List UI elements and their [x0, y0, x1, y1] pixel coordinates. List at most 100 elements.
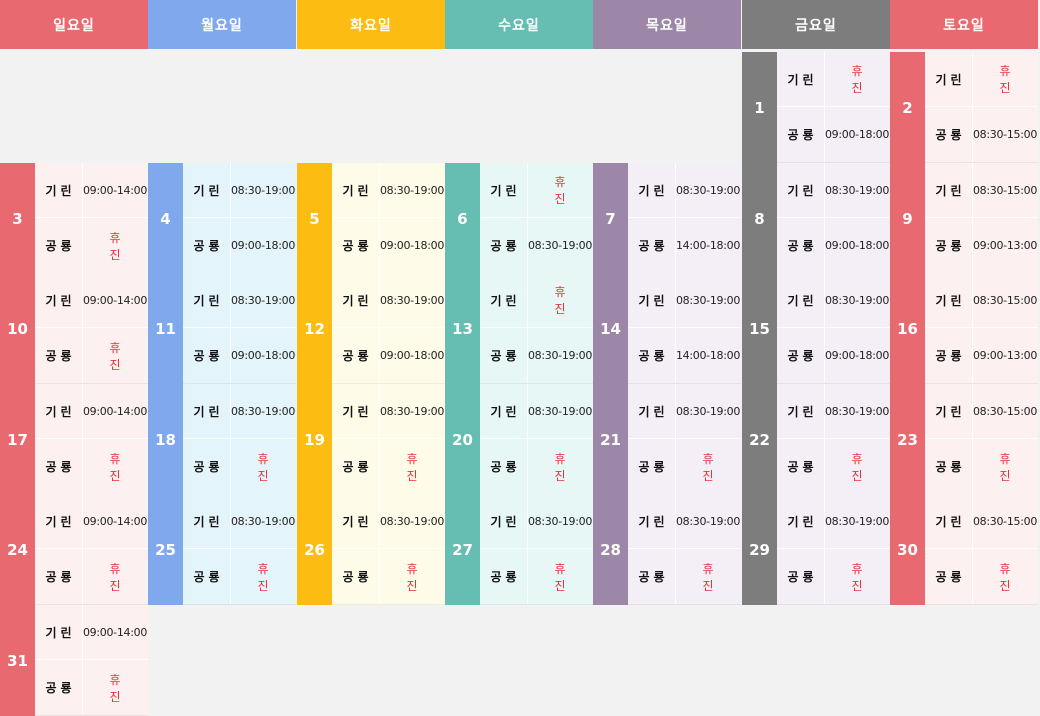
schedule-row: 공룡 09:00-18:00 [183, 328, 296, 383]
day-cell[interactable]: 9 기린 08:30-15:00 공룡 09:00-13:00 [890, 163, 1038, 274]
schedule-box: 기린 08:30-19:00 공룡 휴진 [183, 384, 296, 495]
opening-hours: 08:30-15:00 [972, 293, 1038, 307]
schedule-box: 기린 08:30-15:00 공룡 휴진 [925, 384, 1038, 495]
day-cell[interactable]: 11 기린 08:30-19:00 공룡 09:00-18:00 [148, 273, 296, 384]
schedule-row: 기린 휴진 [777, 52, 890, 107]
day-cell[interactable]: 31 기린 09:00-14:00 공룡 휴진 [0, 605, 148, 716]
schedule-row: 기린 08:30-15:00 [925, 494, 1038, 549]
day-cell[interactable]: 18 기린 08:30-19:00 공룡 휴진 [148, 384, 296, 495]
schedule-row: 공룡 09:00-18:00 [332, 218, 445, 273]
closed-label: 휴진 [851, 451, 883, 483]
day-cell[interactable]: 1 기린 휴진 공룡 09:00-18:00 [742, 52, 890, 163]
day-cell[interactable]: 6 기린 휴진 공룡 08:30-19:00 [445, 163, 593, 274]
store-name: 기린 [342, 293, 373, 308]
column-divider [230, 163, 231, 273]
day-cell[interactable]: 30 기린 08:30-15:00 공룡 휴진 [890, 494, 1038, 605]
schedule-box: 기린 휴진 공룡 08:30-15:00 [925, 52, 1038, 163]
day-cell[interactable]: 19 기린 08:30-19:00 공룡 휴진 [297, 384, 445, 495]
opening-hours: 08:30-19:00 [527, 349, 593, 362]
store-name: 공룡 [193, 349, 224, 363]
day-cell[interactable]: 20 기린 08:30-19:00 공룡 휴진 [445, 384, 593, 495]
schedule-box: 기린 08:30-15:00 공룡 휴진 [925, 494, 1038, 605]
day-number: 27 [445, 494, 480, 605]
store-name: 공룡 [935, 239, 966, 253]
day-cell[interactable]: 24 기린 09:00-14:00 공룡 휴진 [0, 494, 148, 605]
day-cell[interactable]: 14 기린 08:30-19:00 공룡 14:00-18:00 [593, 273, 741, 384]
day-number: 26 [297, 494, 332, 605]
day-cell[interactable]: 12 기린 08:30-19:00 공룡 09:00-18:00 [297, 273, 445, 384]
day-cell[interactable]: 17 기린 09:00-14:00 공룡 휴진 [0, 384, 148, 495]
store-name: 기린 [935, 293, 966, 308]
schedule-row: 공룡 휴진 [35, 328, 148, 383]
store-name: 기린 [342, 404, 373, 419]
day-cell[interactable]: 4 기린 08:30-19:00 공룡 09:00-18:00 [148, 163, 296, 274]
opening-hours: 08:30-19:00 [379, 183, 445, 197]
day-cell[interactable]: 26 기린 08:30-19:00 공룡 휴진 [297, 494, 445, 605]
day-cell[interactable]: 8 기린 08:30-19:00 공룡 09:00-18:00 [742, 163, 890, 274]
schedule-row: 기린 08:30-19:00 [332, 384, 445, 439]
day-cell[interactable]: 7 기린 08:30-19:00 공룡 14:00-18:00 [593, 163, 741, 274]
day-cell[interactable]: 23 기린 08:30-15:00 공룡 휴진 [890, 384, 1038, 495]
day-cell[interactable]: 25 기린 08:30-19:00 공룡 휴진 [148, 494, 296, 605]
schedule-row: 기린 08:30-19:00 [183, 273, 296, 328]
schedule-row: 기린 휴진 [480, 273, 593, 328]
day-number: 23 [890, 384, 925, 495]
closed-label: 휴진 [406, 451, 438, 483]
opening-hours: 09:00-14:00 [82, 183, 148, 197]
closed-label: 휴진 [406, 561, 438, 593]
schedule-box: 기린 08:30-19:00 공룡 휴진 [332, 494, 445, 605]
day-cell[interactable]: 3 기린 09:00-14:00 공룡 휴진 [0, 163, 148, 274]
schedule-box: 기린 08:30-19:00 공룡 09:00-18:00 [777, 273, 890, 384]
day-cell[interactable]: 29 기린 08:30-19:00 공룡 휴진 [742, 494, 890, 605]
day-number: 11 [148, 273, 183, 384]
day-number: 15 [742, 273, 777, 384]
day-number: 9 [890, 163, 925, 274]
schedule-row: 기린 08:30-19:00 [628, 494, 741, 549]
day-number: 6 [445, 163, 480, 274]
opening-hours: 08:30-19:00 [675, 514, 741, 528]
opening-hours: 08:30-15:00 [972, 128, 1038, 141]
day-cell[interactable]: 5 기린 08:30-19:00 공룡 09:00-18:00 [297, 163, 445, 274]
day-cell[interactable]: 27 기린 08:30-19:00 공룡 휴진 [445, 494, 593, 605]
store-name: 기린 [45, 183, 76, 198]
closed-label: 휴진 [109, 340, 141, 372]
schedule-row: 기린 08:30-19:00 [777, 494, 890, 549]
store-name: 기린 [787, 72, 818, 87]
schedule-box: 기린 08:30-19:00 공룡 09:00-18:00 [183, 163, 296, 274]
day-cell[interactable]: 2 기린 휴진 공룡 08:30-15:00 [890, 52, 1038, 163]
column-divider [82, 494, 83, 604]
column-divider [675, 384, 676, 494]
schedule-row: 기린 08:30-19:00 [628, 163, 741, 218]
closed-label: 휴진 [257, 451, 289, 483]
day-cell[interactable]: 15 기린 08:30-19:00 공룡 09:00-18:00 [742, 273, 890, 384]
day-number: 18 [148, 384, 183, 495]
day-cell[interactable]: 10 기린 09:00-14:00 공룡 휴진 [0, 273, 148, 384]
schedule-box: 기린 08:30-15:00 공룡 09:00-13:00 [925, 273, 1038, 384]
schedule-box: 기린 08:30-19:00 공룡 휴진 [480, 494, 593, 605]
day-cell[interactable]: 22 기린 08:30-19:00 공룡 휴진 [742, 384, 890, 495]
day-cell[interactable]: 16 기린 08:30-15:00 공룡 09:00-13:00 [890, 273, 1038, 384]
weekday-header: 토요일 [890, 0, 1038, 49]
store-name: 기린 [193, 404, 224, 419]
schedule-box: 기린 09:00-14:00 공룡 휴진 [35, 384, 148, 495]
column-divider [824, 52, 825, 162]
schedule-row: 공룡 휴진 [35, 549, 148, 604]
day-number: 10 [0, 273, 35, 384]
day-number: 14 [593, 273, 628, 384]
day-cell[interactable]: 28 기린 08:30-19:00 공룡 휴진 [593, 494, 741, 605]
day-number: 1 [742, 52, 777, 163]
day-cell[interactable]: 13 기린 휴진 공룡 08:30-19:00 [445, 273, 593, 384]
column-divider [527, 384, 528, 494]
opening-hours: 08:30-19:00 [230, 183, 296, 197]
opening-hours: 08:30-19:00 [527, 514, 593, 528]
opening-hours: 08:30-19:00 [230, 514, 296, 528]
day-cell[interactable]: 21 기린 08:30-19:00 공룡 휴진 [593, 384, 741, 495]
schedule-row: 기린 08:30-19:00 [332, 494, 445, 549]
store-name: 공룡 [342, 570, 373, 584]
column-divider [972, 163, 973, 273]
schedule-row: 기린 08:30-15:00 [925, 273, 1038, 328]
store-name: 기린 [45, 514, 76, 529]
schedule-row: 기린 08:30-19:00 [480, 494, 593, 549]
schedule-row: 기린 08:30-19:00 [777, 163, 890, 218]
